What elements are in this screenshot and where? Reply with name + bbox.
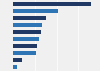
Bar <box>13 2 91 5</box>
Bar <box>13 58 22 62</box>
Bar <box>13 9 58 13</box>
Bar <box>13 51 36 55</box>
Bar <box>13 44 37 48</box>
Bar <box>13 16 46 20</box>
Bar <box>13 37 39 41</box>
Bar <box>13 30 41 34</box>
Bar <box>13 65 17 69</box>
Bar <box>13 23 42 27</box>
